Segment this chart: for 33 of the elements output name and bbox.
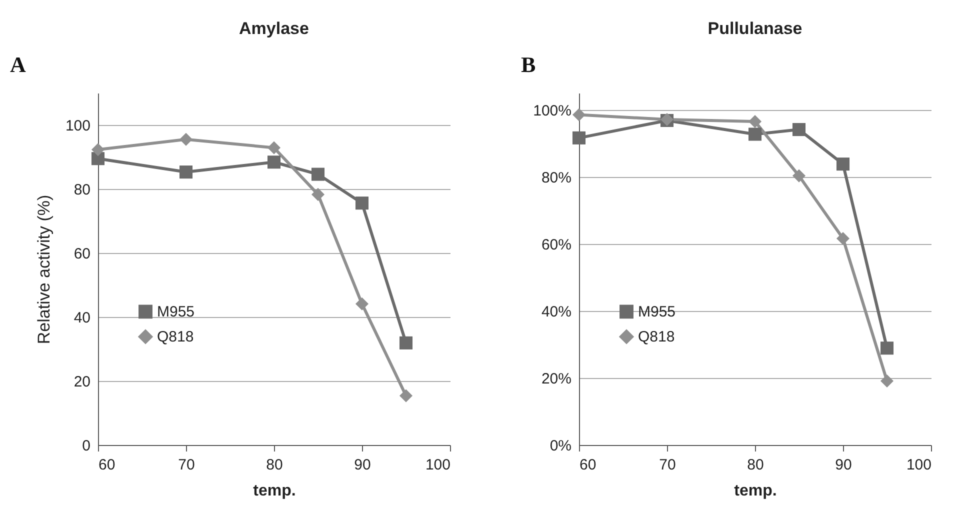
x-tick-label: 60: [98, 456, 116, 474]
x-tick-label: 70: [659, 456, 676, 474]
text: B: [521, 52, 536, 77]
legend-label: Q818: [157, 328, 194, 346]
x-tick-label: 80: [266, 456, 283, 474]
x-tick-label: 100: [425, 456, 450, 474]
y-tick-label: 20%: [541, 370, 572, 388]
x-tick-label: 90: [354, 456, 371, 474]
y-tick-label: 40: [74, 310, 90, 326]
y-tick-label: 40%: [541, 303, 572, 320]
y-tick-label: 60%: [541, 236, 572, 254]
x-tick-label: 70: [178, 456, 195, 474]
chart-title: Amylase: [239, 19, 309, 38]
y-axis-title: Relative activity (%): [34, 194, 54, 344]
legend-label: Q818: [638, 328, 675, 346]
x-tick-label: 80: [747, 456, 764, 474]
x-tick-label: 60: [580, 456, 596, 474]
x-axis-title: temp.: [253, 482, 296, 500]
y-tick-label: 0: [82, 438, 90, 454]
y-tick-label: 20: [74, 374, 90, 390]
legend-label: M955: [638, 304, 676, 321]
y-tick-label: 80: [74, 182, 90, 198]
y-tick-label: 60: [74, 246, 90, 262]
x-tick-label: 90: [835, 456, 852, 474]
x-tick-label: 100: [906, 456, 932, 474]
chart-title: Pullulanase: [708, 19, 802, 38]
y-tick-label: 80%: [541, 169, 572, 186]
text: A: [10, 52, 26, 77]
legend-label: M955: [157, 304, 195, 321]
y-tick-label: 0%: [550, 438, 572, 454]
x-axis-title: temp.: [734, 482, 777, 500]
y-tick-label: 100%: [533, 102, 572, 120]
y-tick-label: 100: [65, 118, 90, 134]
